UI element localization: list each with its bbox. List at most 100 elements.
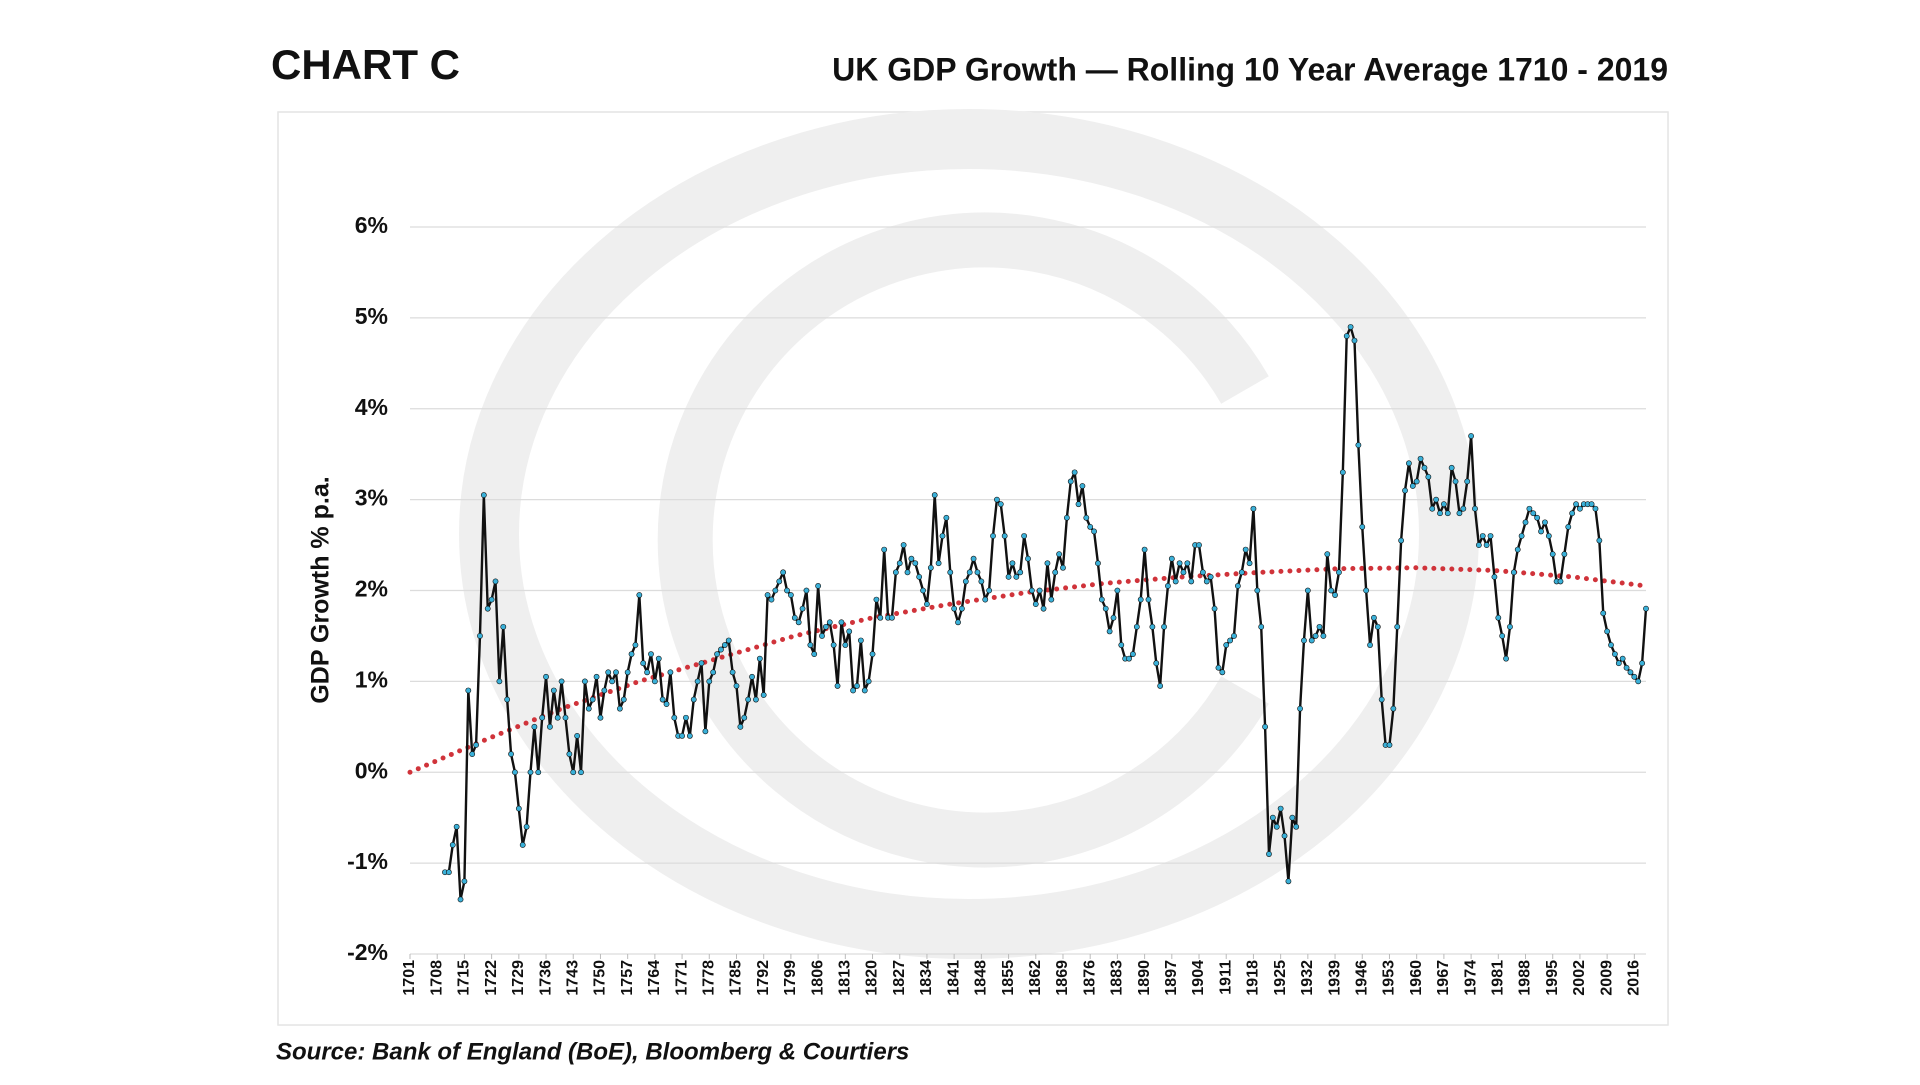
data-point: [803, 587, 810, 594]
data-point: [850, 687, 856, 694]
x-tick-label: 1848: [973, 960, 990, 996]
data-point: [1468, 433, 1474, 439]
data-line: [444, 325, 1648, 901]
data-point: [1005, 573, 1012, 580]
data-point: [1258, 623, 1265, 630]
data-point: [523, 823, 530, 830]
data-point: [1332, 592, 1338, 598]
data-point: [1545, 533, 1552, 539]
x-tick-label: 1708: [428, 960, 445, 996]
data-point: [725, 637, 732, 644]
data-point: [1017, 569, 1024, 576]
data-point: [1483, 542, 1490, 548]
data-point: [535, 769, 542, 776]
data-point: [1234, 583, 1241, 589]
x-tick-label: 2016: [1626, 960, 1643, 996]
data-point: [733, 683, 740, 689]
data-point: [578, 769, 584, 776]
data-point: [947, 569, 954, 576]
data-point: [453, 823, 460, 830]
data-point: [679, 733, 685, 739]
data-point: [1363, 587, 1370, 594]
x-tick-label: 1946: [1353, 960, 1370, 996]
data-point: [1635, 678, 1642, 685]
chart-title: UK GDP Growth — Rolling 10 Year Average …: [832, 51, 1668, 87]
data-point: [570, 769, 577, 776]
data-point: [1044, 560, 1051, 567]
data-point: [1149, 623, 1156, 630]
x-tick-label: 1813: [837, 960, 854, 996]
data-point: [1165, 583, 1171, 589]
x-tick-label: 1911: [1217, 960, 1234, 995]
data-point: [1639, 660, 1646, 667]
data-point: [663, 701, 670, 707]
data-point: [1048, 596, 1055, 603]
x-tick-label: 1995: [1544, 960, 1561, 996]
y-axis-label: GDP Growth % p.a.: [307, 476, 335, 703]
data-point: [784, 587, 790, 594]
y-tick-label: -1%: [347, 848, 388, 874]
data-point: [1036, 587, 1043, 594]
data-point: [1409, 483, 1416, 489]
chart-label: CHART C: [271, 41, 460, 88]
data-point: [1168, 555, 1175, 562]
data-point: [1254, 587, 1261, 594]
data-point: [1355, 442, 1362, 448]
data-point: [1106, 628, 1113, 635]
x-tick-label: 1841: [945, 960, 962, 996]
data-point: [931, 492, 938, 498]
data-point: [939, 533, 946, 539]
data-point: [745, 696, 752, 703]
y-tick-label: 3%: [355, 485, 388, 511]
data-point: [1596, 537, 1603, 544]
data-point: [822, 623, 829, 630]
data-point: [830, 642, 837, 648]
data-point: [861, 687, 868, 694]
data-point: [927, 564, 934, 571]
data-point: [994, 496, 1000, 503]
data-point: [966, 569, 973, 576]
data-point: [496, 678, 503, 685]
data-point: [990, 533, 996, 539]
x-tick-label: 1827: [891, 960, 908, 996]
data-point: [1215, 664, 1222, 671]
data-point: [776, 578, 783, 585]
data-point: [1098, 596, 1105, 603]
data-point: [1514, 546, 1521, 553]
data-point: [1114, 587, 1121, 594]
data-point: [1028, 587, 1035, 594]
data-point: [904, 569, 911, 576]
data-point: [558, 678, 565, 685]
data-point: [1312, 633, 1319, 639]
x-tick-label: 1701: [401, 960, 418, 996]
x-tick-label: 1785: [728, 960, 745, 996]
data-point: [1378, 696, 1385, 703]
data-point: [1612, 651, 1618, 658]
data-point: [1161, 623, 1167, 630]
data-point: [791, 614, 798, 621]
data-point: [865, 678, 872, 685]
data-point: [1359, 523, 1366, 530]
data-point: [718, 646, 724, 653]
x-tick-label: 2009: [1598, 960, 1615, 996]
data-point: [504, 696, 511, 703]
data-point: [1374, 623, 1381, 630]
data-point: [1320, 633, 1327, 639]
data-point: [1429, 505, 1436, 512]
data-point: [892, 569, 899, 576]
data-point: [484, 605, 491, 612]
data-point: [710, 669, 717, 676]
data-point: [889, 614, 895, 621]
data-point: [469, 751, 476, 757]
data-point: [1413, 478, 1420, 485]
data-point: [721, 642, 728, 648]
data-point: [1479, 533, 1486, 539]
data-point: [1001, 533, 1008, 539]
data-point: [1507, 623, 1513, 630]
data-point: [1238, 569, 1245, 576]
y-tick-label: 2%: [355, 576, 388, 602]
data-point: [609, 678, 616, 685]
data-point: [951, 605, 958, 612]
data-point: [1091, 528, 1097, 535]
data-point: [488, 596, 495, 603]
